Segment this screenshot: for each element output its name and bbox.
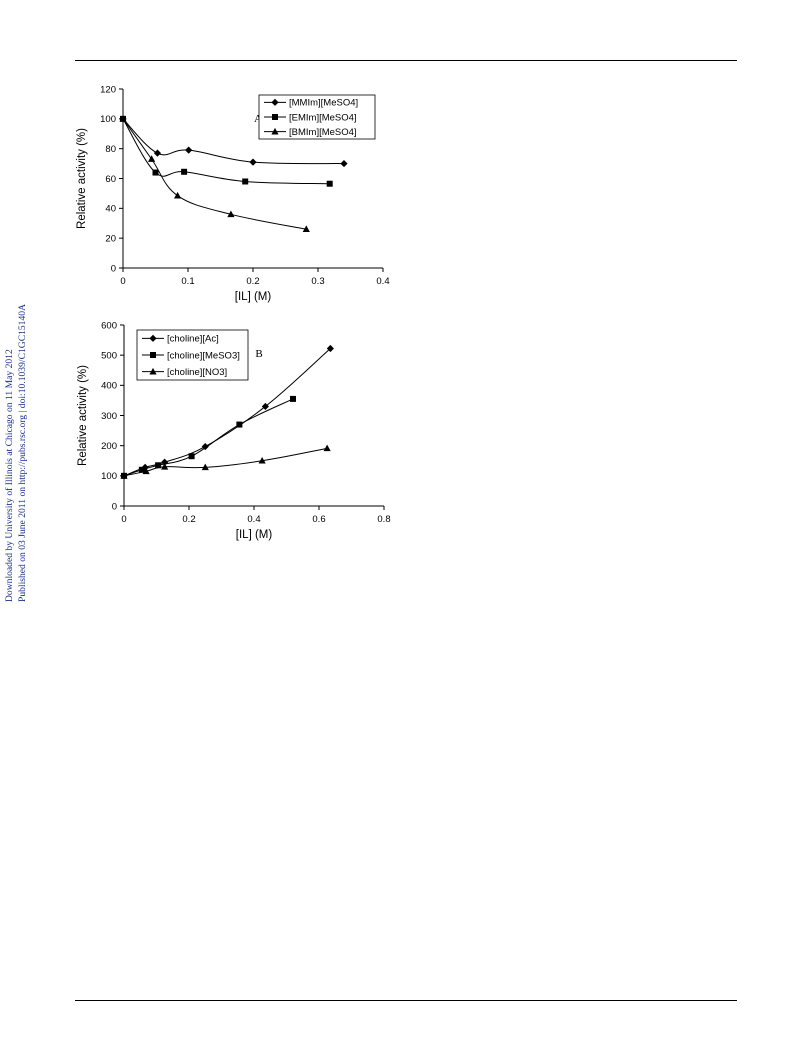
data-point [258, 456, 266, 464]
data-point [326, 344, 334, 353]
x-tick-label: 0.3 [311, 276, 324, 287]
x-tick-label: 0.2 [182, 514, 195, 525]
x-tick-label: 0.4 [376, 276, 389, 287]
data-point [138, 466, 145, 473]
data-point [148, 155, 156, 162]
x-tick-label: 0 [120, 276, 125, 287]
y-tick-label: 120 [100, 84, 116, 95]
legend: [choline][Ac] [choline][MeSO3] [choline][N… [136, 329, 249, 381]
y-tick-label: 500 [101, 350, 117, 361]
data-point [227, 210, 235, 218]
data-point [261, 402, 269, 411]
y-tick-label: 20 [105, 233, 116, 244]
x-tick-label: 0.2 [246, 276, 259, 287]
x-tick-label: 0 [121, 514, 126, 525]
footer-rule [75, 1000, 737, 1001]
y-axis-title: Relative activity (%) [76, 128, 88, 229]
data-point [290, 395, 296, 402]
series-line [123, 398, 294, 477]
y-tick-label: 80 [105, 144, 116, 155]
data-point [340, 159, 348, 168]
y-tick-label: 600 [101, 320, 117, 331]
legend-marker [149, 334, 157, 342]
data-point [181, 168, 188, 175]
data-point [242, 178, 249, 185]
legend-marker [272, 114, 278, 120]
data-point [161, 462, 169, 470]
data-point [119, 115, 127, 122]
y-tick-label: 40 [105, 204, 116, 215]
panel-label: B [255, 348, 262, 360]
legend-marker [271, 127, 279, 135]
series-2 [119, 115, 310, 233]
x-tick-label: 0.8 [377, 514, 390, 525]
data-point [323, 444, 331, 452]
data-point [201, 463, 209, 471]
data-point [153, 149, 162, 157]
legend-marker [149, 367, 157, 375]
series-line [123, 447, 328, 477]
data-point [326, 180, 333, 187]
data-point [120, 472, 128, 479]
data-point [188, 453, 195, 460]
y-tick-label: 60 [105, 174, 116, 185]
y-tick-label: 200 [101, 441, 117, 452]
header-rule [75, 60, 737, 61]
legend-entry: [MMIm][MeSO4] [289, 98, 358, 109]
x-axis-title: [IL] (M) [235, 291, 272, 303]
data-point [161, 458, 169, 466]
panel-label: A [254, 113, 262, 125]
data-point [155, 462, 162, 469]
chart-panel-A: 0 20 40 60 80 100 120 0 0.1 0.2 0.3 0.4 [IL] (M) Rela… [76, 84, 390, 303]
data-point [201, 442, 209, 451]
y-tick-label: 0 [111, 263, 116, 274]
legend-entry: [choline][MeSO3] [167, 350, 240, 361]
legend-entry: [EMIm][MeSO4] [289, 112, 357, 123]
data-point [249, 158, 257, 166]
data-point [185, 146, 193, 154]
legend: [MMIm][MeSO4] [EMIm][MeSO4] [BMIm][MeSO4] [258, 94, 376, 140]
x-tick-label: 0.6 [312, 514, 325, 525]
chart-panel-B: 0 100 200 300 400 500 600 0 0.2 0.4 0.6 0.8 [IL] (M)… [77, 320, 391, 541]
data-point [236, 421, 243, 428]
x-tick-label: 0.1 [181, 276, 194, 287]
y-tick-label: 300 [101, 411, 117, 422]
legend-entry: [choline][Ac] [167, 334, 219, 345]
legend-entry: [BMIm][MeSO4] [289, 127, 357, 138]
legend-entry: [choline][NO3] [167, 367, 227, 378]
legend-marker [150, 352, 156, 358]
y-tick-label: 0 [112, 501, 117, 512]
data-point [302, 225, 310, 233]
y-axis-title: Relative activity (%) [77, 365, 89, 466]
data-point [152, 169, 159, 176]
series-2 [120, 444, 331, 479]
legend-marker [271, 98, 279, 106]
data-point [174, 191, 182, 199]
data-point [142, 467, 150, 475]
x-axis-title: [IL] (M) [236, 529, 273, 541]
y-tick-label: 400 [101, 381, 117, 392]
x-tick-label: 0.4 [247, 514, 260, 525]
y-tick-label: 100 [100, 114, 116, 125]
y-tick-label: 100 [101, 471, 117, 482]
